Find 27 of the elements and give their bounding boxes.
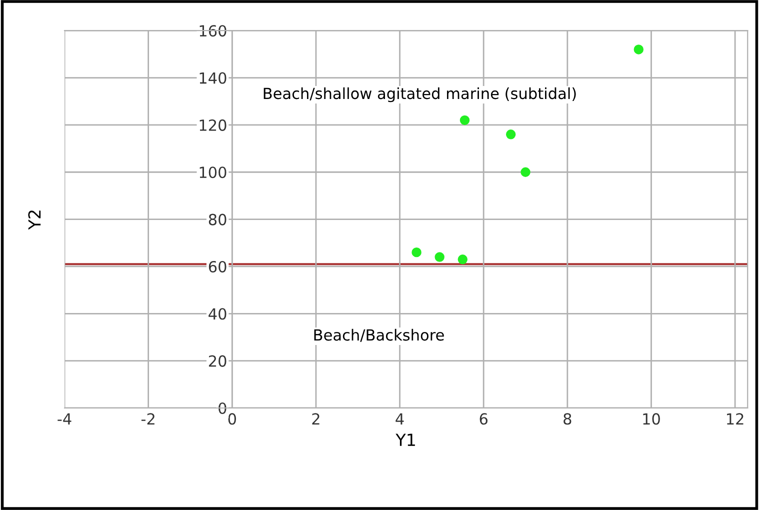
point [520,167,530,177]
point [458,254,468,264]
x-axis-title: Y1 [396,434,415,446]
y-tick-label: 120 [200,119,226,131]
annotation: Beach/Backshore [314,328,444,342]
x-tick-label: 6 [480,413,488,425]
x-tick-label: 2 [312,413,320,424]
y-tick-label: 100 [200,166,226,178]
x-tick-label: -2 [141,413,154,424]
x-tick-label: 4 [396,413,404,424]
x-tick-label: 8 [564,413,572,425]
x-tick-label: 0 [228,413,236,425]
point [434,252,444,262]
y-tick-label: 80 [208,214,226,226]
point [460,115,470,126]
y-tick-label: 140 [200,72,226,84]
x-tick-label: 12 [727,413,744,424]
point [412,247,422,258]
x-tick-label: -4 [58,413,72,424]
point [634,44,644,54]
y-tick-label: 40 [208,308,226,320]
y-tick-label: 20 [208,355,226,367]
point [506,130,516,140]
y-tick-label: 60 [208,260,226,272]
x-tick-label: 10 [643,413,660,425]
annotation: Beach/shallow agitated marine (subtidal) [264,87,576,102]
y-axis-title: Y2 [28,210,41,230]
